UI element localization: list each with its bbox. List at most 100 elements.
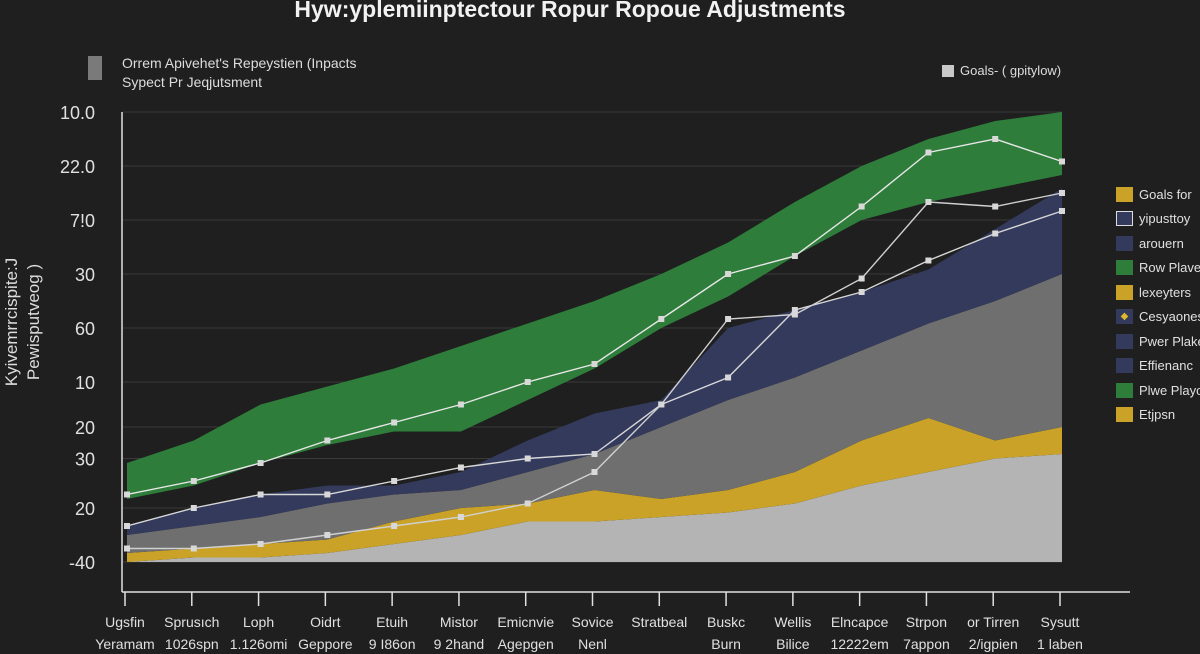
top-right-legend-label: Goals- ( gpitylow): [960, 63, 1062, 78]
legend-label: yipusttoy: [1139, 211, 1191, 227]
legend-label: Effienanc: [1139, 358, 1193, 374]
legend-item: Plwe Playo: [1116, 378, 1200, 403]
data-point: [591, 361, 598, 367]
y-tick-label: 10: [75, 373, 95, 393]
legend-item: Effienanc: [1116, 354, 1200, 379]
legend-label: Etjpsn: [1139, 407, 1176, 423]
top-right-legend: Goals- ( gpitylow): [942, 63, 1061, 78]
subtitle-line-1: Orrem Apivehet's Repeystien (Inpacts: [122, 55, 357, 71]
x-tick-label: 1.126omi: [230, 636, 288, 652]
data-point: [858, 275, 865, 282]
x-tick-label: 9 2hand: [434, 636, 485, 652]
data-point: [324, 532, 331, 538]
legend-swatch: [1116, 284, 1133, 300]
data-point: [524, 455, 531, 462]
legend-label: arouern: [1139, 235, 1184, 251]
data-point: [324, 491, 331, 498]
legend-label: Plwe Playo: [1139, 382, 1200, 398]
data-point: [457, 401, 464, 408]
legend-label: Cesyaones: [1139, 309, 1200, 325]
x-tick-label: or Tirren: [967, 614, 1019, 630]
data-point: [391, 523, 398, 529]
legend-swatch: [1116, 333, 1133, 349]
legend-item: yipusttoy: [1116, 207, 1200, 232]
data-point: [457, 464, 464, 471]
data-point: [190, 545, 197, 552]
data-point: [324, 437, 331, 444]
data-point: [1059, 208, 1065, 214]
y-tick-label: 10.0: [60, 103, 95, 123]
y-tick-label: 7!0: [70, 211, 95, 231]
legend-item: Etjpsn: [1116, 403, 1200, 428]
data-point: [992, 203, 999, 210]
data-point: [391, 419, 398, 426]
area-band-0: [127, 454, 1062, 562]
x-tick-label: 2/igpien: [969, 636, 1018, 652]
legend-swatch: [1116, 186, 1133, 202]
y-tick-label: 20: [75, 499, 95, 519]
legend: Goals for yipusttoy arouern Row Plave lexeyt…: [1116, 182, 1200, 427]
legend-label: Goals for: [1139, 186, 1192, 202]
legend-swatch: ◆: [1116, 309, 1133, 325]
x-tick-label: Burn: [711, 636, 741, 652]
data-point: [124, 523, 130, 529]
legend-label: Row Plave: [1139, 260, 1200, 276]
legend-item: ◆ Cesyaones: [1116, 305, 1200, 330]
data-point: [992, 136, 999, 142]
data-point: [925, 199, 932, 205]
x-tick-label: Geppore: [298, 636, 353, 652]
data-point: [124, 545, 130, 552]
x-tick-label: Sprusıch: [164, 614, 219, 630]
data-point: [591, 451, 598, 457]
data-point: [791, 311, 798, 318]
y-tick-label: 60: [75, 319, 95, 339]
data-point: [1059, 158, 1065, 165]
x-tick-label: Yeramam: [95, 636, 154, 652]
data-point: [124, 491, 130, 498]
x-tick-label: Oidrt: [310, 614, 340, 630]
x-tick-label: 9 I86on: [369, 636, 416, 652]
area-band-2: [127, 274, 1062, 553]
x-tick-label: Strpon: [906, 614, 947, 630]
data-point: [524, 500, 531, 507]
x-tick-label: Etuih: [376, 614, 408, 630]
data-point: [1059, 190, 1065, 196]
data-point: [858, 289, 865, 295]
x-tick-label: 7appon: [903, 636, 950, 652]
legend-label: lexeyters: [1139, 284, 1192, 300]
x-tick-label: Nenl: [578, 636, 607, 652]
subtitle-line-2: Sypect Pr Jeqjutsment: [122, 74, 263, 90]
data-point: [858, 203, 865, 210]
x-tick-label: Sysutt: [1041, 614, 1080, 630]
y-tick-label: 30: [75, 265, 95, 285]
data-point: [791, 307, 798, 313]
data-point: [457, 514, 464, 520]
x-tick-label: Loph: [243, 614, 274, 630]
data-point: [391, 478, 398, 484]
data-point: [658, 401, 665, 408]
x-tick-label: Stratbeal: [631, 614, 687, 630]
data-point: [992, 230, 999, 237]
x-tick-label: Bilice: [776, 636, 810, 652]
x-tick-label: 1026spn: [165, 636, 219, 652]
data-point: [190, 505, 197, 511]
legend-item: Row Plave: [1116, 256, 1200, 281]
y-tick-label: 22.0: [60, 157, 95, 177]
x-tick-label: Ugsfin: [105, 614, 145, 630]
x-tick-label: Sovice: [571, 614, 613, 630]
subtitle-legend: Orrem Apivehet's Repeystien (Inpacts Syp…: [88, 54, 357, 92]
data-point: [190, 478, 197, 484]
y-tick-label: -40: [69, 553, 95, 573]
data-point: [524, 379, 531, 385]
chart-title: Hyw:yplemiinptectour Ropur Ropoue Adjust…: [294, 0, 846, 22]
legend-swatch: [1116, 358, 1133, 374]
data-point: [591, 469, 598, 475]
y-tick-label: 20: [75, 418, 95, 438]
legend-item: Goals for: [1116, 182, 1200, 207]
legend-item: lexeyters: [1116, 280, 1200, 305]
legend-item: Pwer Plake: [1116, 329, 1200, 354]
data-point: [257, 460, 264, 466]
legend-item: arouern: [1116, 231, 1200, 256]
x-tick-label: Emicnvie: [497, 614, 554, 630]
